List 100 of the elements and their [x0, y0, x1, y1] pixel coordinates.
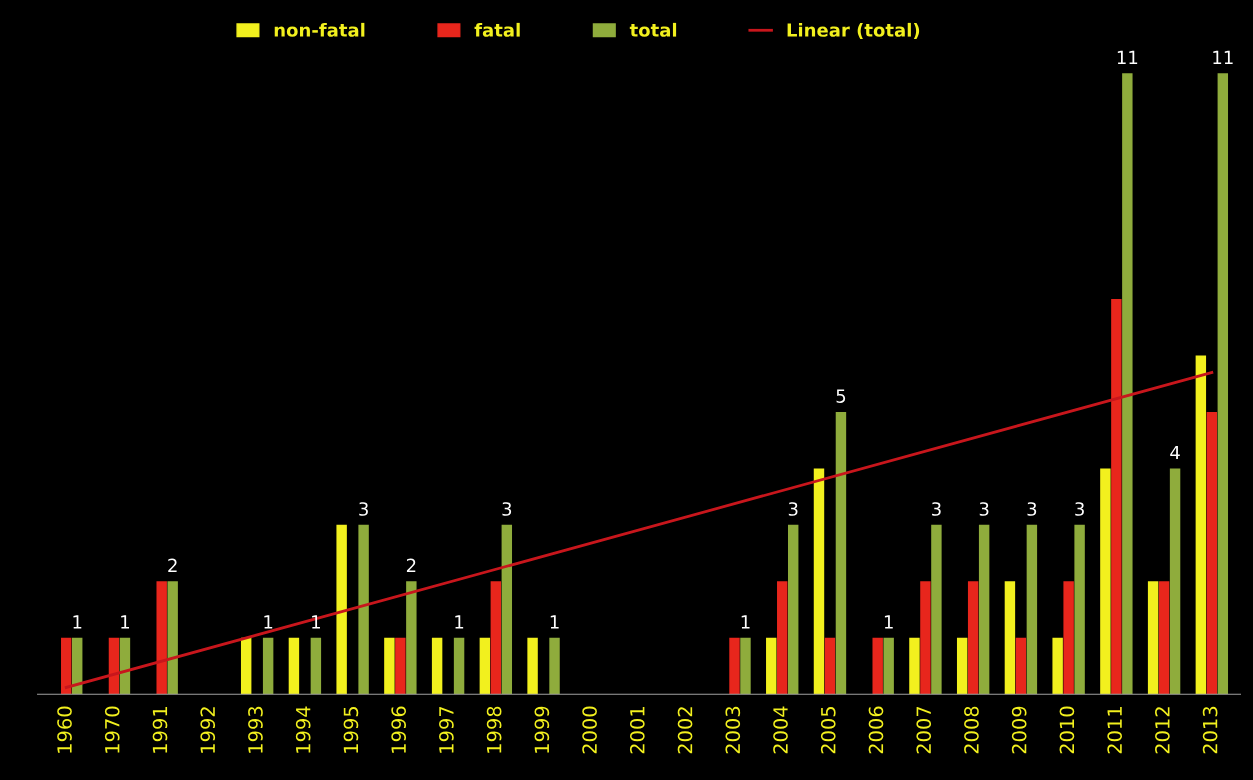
- bar: [490, 581, 502, 695]
- bar: [872, 637, 883, 695]
- data-label: 1: [741, 615, 750, 629]
- x-tick-label: 2002: [677, 707, 693, 754]
- data-label: 3: [979, 502, 989, 516]
- x-tick-label: 1997: [439, 706, 454, 753]
- x-tick-label: 1960: [57, 706, 72, 753]
- bar: [1111, 299, 1122, 695]
- bar: [1169, 468, 1181, 695]
- bar: [479, 637, 491, 695]
- bar: [813, 468, 825, 695]
- x-tick-label: 2006: [868, 706, 884, 754]
- bar: [920, 581, 931, 695]
- bar: [1026, 524, 1038, 695]
- x-tick-label: 2001: [629, 707, 645, 754]
- data-label: 3: [788, 502, 798, 516]
- bar: [1063, 581, 1074, 695]
- bar: [358, 524, 369, 695]
- bar: [967, 581, 979, 695]
- bar: [395, 637, 406, 695]
- bar: [167, 581, 178, 695]
- x-tick-label: 2004: [773, 706, 788, 754]
- bar: [453, 637, 465, 695]
- bar: [71, 637, 83, 695]
- data-label: 11: [1117, 50, 1138, 64]
- data-label: 3: [1027, 502, 1037, 516]
- data-label: 1: [550, 615, 559, 629]
- bar: [729, 637, 740, 695]
- x-tick-label: 2010: [1059, 706, 1075, 754]
- legend-label: non-fatal: [274, 22, 365, 37]
- bar: [1052, 637, 1063, 695]
- bar: [240, 637, 252, 695]
- bar: [1206, 411, 1218, 695]
- x-tick-label: 1992: [200, 707, 216, 753]
- x-tick-label: 1998: [486, 706, 502, 753]
- x-tick-label: 1993: [248, 706, 263, 753]
- data-label: 1: [884, 615, 893, 629]
- data-label: 5: [836, 389, 846, 403]
- data-label: 3: [1075, 502, 1084, 516]
- data-label: 1: [73, 615, 82, 629]
- x-tick-label: 1995: [343, 707, 359, 753]
- bar: [824, 637, 836, 695]
- bar: [978, 524, 990, 695]
- bar: [336, 524, 347, 695]
- bar: [835, 411, 847, 695]
- bar: [1122, 73, 1133, 695]
- bar: [61, 637, 72, 695]
- bar: [1015, 637, 1027, 695]
- x-tick-label: 1991: [152, 707, 168, 753]
- legend-label: Linear (total): [787, 22, 920, 39]
- x-tick-label: 1996: [391, 706, 407, 753]
- bar: [1074, 524, 1085, 695]
- bar: [766, 637, 777, 695]
- data-label: 11: [1213, 50, 1233, 64]
- bar: [527, 637, 538, 695]
- data-label: 3: [359, 502, 368, 516]
- bar: [740, 637, 751, 695]
- data-label: 2: [406, 558, 416, 572]
- x-tick-label: 2009: [1011, 706, 1027, 754]
- bar: [883, 637, 894, 695]
- bar: [787, 524, 799, 695]
- data-label: 4: [1170, 445, 1180, 460]
- bar: [156, 581, 167, 695]
- x-tick-label: 2007: [916, 706, 932, 754]
- bar: [909, 637, 920, 695]
- legend-label: fatal: [474, 22, 520, 37]
- x-tick-label: 1970: [104, 706, 120, 753]
- bar: [501, 524, 513, 695]
- bar: [119, 637, 131, 695]
- x-tick-label: 2011: [1107, 707, 1123, 754]
- x-tick-label: 2008: [964, 706, 979, 754]
- x-tick-label: 2000: [582, 706, 597, 754]
- bar: [931, 524, 942, 695]
- bar: [777, 581, 788, 695]
- x-tick-label: 2005: [820, 707, 836, 754]
- bar: [431, 637, 443, 695]
- bar: [1100, 468, 1111, 695]
- bar: [1004, 581, 1016, 695]
- bar: [1158, 581, 1170, 695]
- x-tick-label: 1994: [295, 706, 311, 753]
- legend-label: total: [629, 22, 677, 37]
- bar: [108, 637, 120, 695]
- bar: [262, 637, 274, 695]
- bar: [1147, 581, 1159, 695]
- data-label: 1: [264, 615, 273, 629]
- bar: [1195, 355, 1207, 695]
- x-tick-label: 1999: [534, 706, 550, 753]
- data-label: 3: [932, 502, 941, 516]
- data-label: 1: [455, 615, 464, 629]
- bar: [384, 637, 395, 695]
- bar: [310, 637, 322, 695]
- data-label: 3: [502, 502, 512, 516]
- x-tick-label: 2013: [1202, 706, 1218, 754]
- bar: [956, 637, 968, 695]
- bar: [288, 637, 300, 695]
- bar: [406, 581, 417, 695]
- x-tick-label: 2003: [725, 706, 741, 754]
- x-tick-label: 2012: [1155, 707, 1170, 754]
- data-label: 1: [121, 615, 130, 629]
- data-label: 2: [168, 558, 177, 572]
